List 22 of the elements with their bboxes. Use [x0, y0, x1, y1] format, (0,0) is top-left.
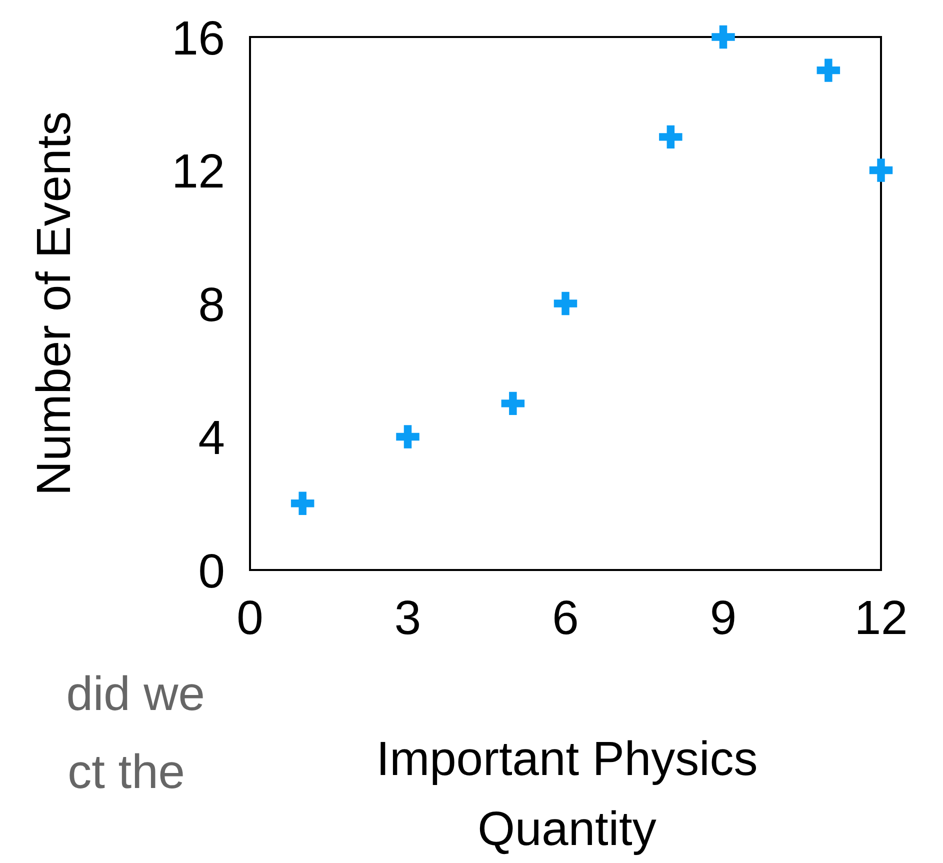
point — [869, 158, 893, 182]
y-axis-title: Number of Events — [28, 111, 81, 496]
point — [816, 58, 840, 82]
y-tick-label: 4 — [198, 412, 225, 466]
point — [712, 25, 735, 49]
point — [554, 292, 578, 316]
x-axis-title: Important Physics Quantity — [376, 733, 758, 856]
point — [501, 392, 525, 416]
x-tick-label: 3 — [394, 592, 422, 646]
x-tick-label: 0 — [236, 592, 264, 646]
y-tick-label: 16 — [172, 12, 225, 66]
y-tick-label: 0 — [198, 545, 225, 598]
y-tick-label: 8 — [198, 278, 225, 332]
point — [659, 125, 682, 149]
y-tick-label: 12 — [172, 146, 225, 199]
text: did we — [66, 668, 205, 721]
x-tick-label: 9 — [710, 592, 737, 646]
x-tick-label: 6 — [552, 592, 579, 646]
point — [290, 492, 314, 515]
x-tick-label: 12 — [854, 592, 908, 646]
point — [396, 425, 420, 448]
text: ct the — [68, 746, 185, 799]
